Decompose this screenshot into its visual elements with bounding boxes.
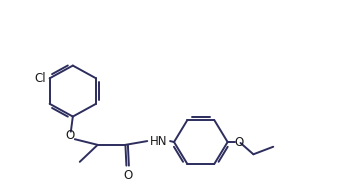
Text: O: O xyxy=(235,136,244,149)
Text: Cl: Cl xyxy=(34,72,46,85)
Text: HN: HN xyxy=(150,134,168,148)
Text: O: O xyxy=(65,129,74,142)
Text: O: O xyxy=(123,169,132,182)
